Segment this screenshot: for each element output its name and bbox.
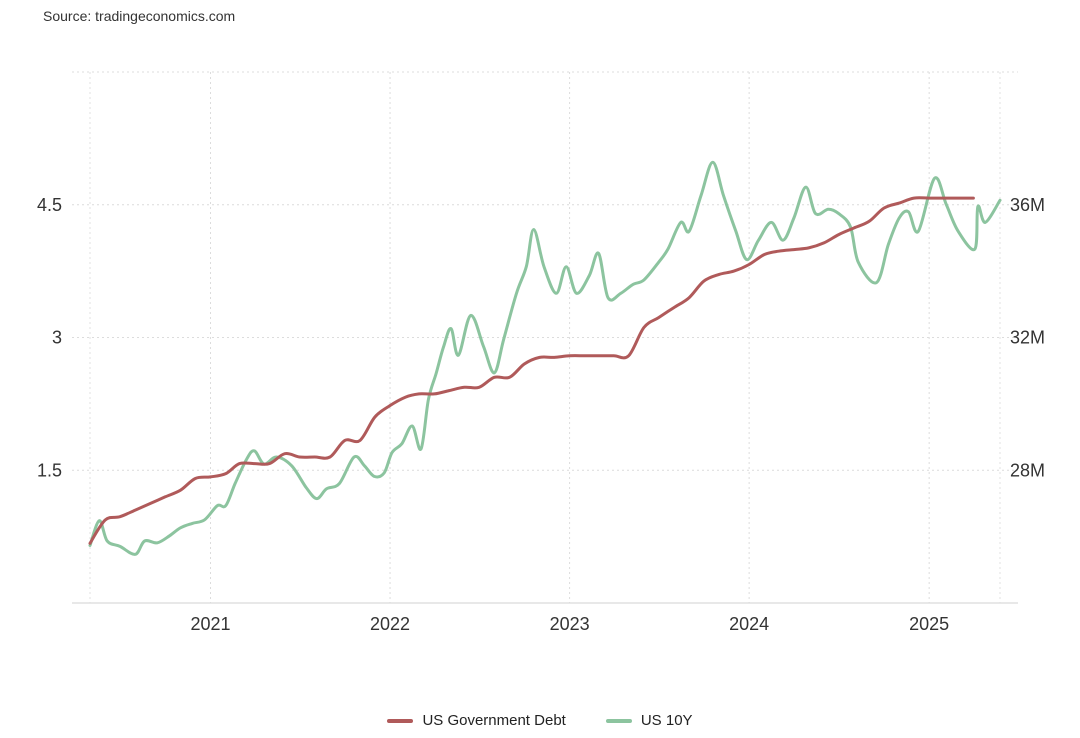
legend-label-debt: US Government Debt (422, 712, 566, 729)
x-tick-label: 2023 (550, 614, 590, 634)
y-right-tick-label: 28M (1010, 460, 1045, 480)
y-left-tick-label: 4.5 (37, 195, 62, 215)
x-tick-label: 2024 (729, 614, 769, 634)
y-left-tick-label: 3 (52, 328, 62, 348)
axis-ticks: 1.5 28M 3 32M 4.5 36M 2021 2022 2023 2024 2025 (37, 195, 1045, 634)
legend-swatch-10y (605, 718, 632, 723)
legend-label-10y: US 10Y (640, 712, 693, 729)
legend-item-debt[interactable]: US Government Debt (387, 712, 566, 729)
source-label: Source: tradingeconomics.com (43, 8, 236, 24)
x-tick-label: 2025 (909, 614, 949, 634)
legend-swatch-debt (387, 718, 414, 723)
y-right-tick-label: 36M (1010, 195, 1045, 215)
series-line-us-government-debt (88, 196, 975, 545)
legend-item-10y[interactable]: US 10Y (605, 712, 693, 729)
series-lines (88, 160, 1002, 556)
x-tick-label: 2022 (370, 614, 410, 634)
x-tick-label: 2021 (190, 614, 230, 634)
line-chart: 1.5 28M 3 32M 4.5 36M 2021 2022 2023 2024 2025 (37, 71, 1045, 634)
y-left-tick-label: 1.5 (37, 460, 62, 480)
grid (72, 71, 1018, 604)
series-line-us-10y (88, 160, 1002, 556)
y-right-tick-label: 32M (1010, 328, 1045, 348)
legend: US Government Debt US 10Y (0, 712, 1080, 729)
